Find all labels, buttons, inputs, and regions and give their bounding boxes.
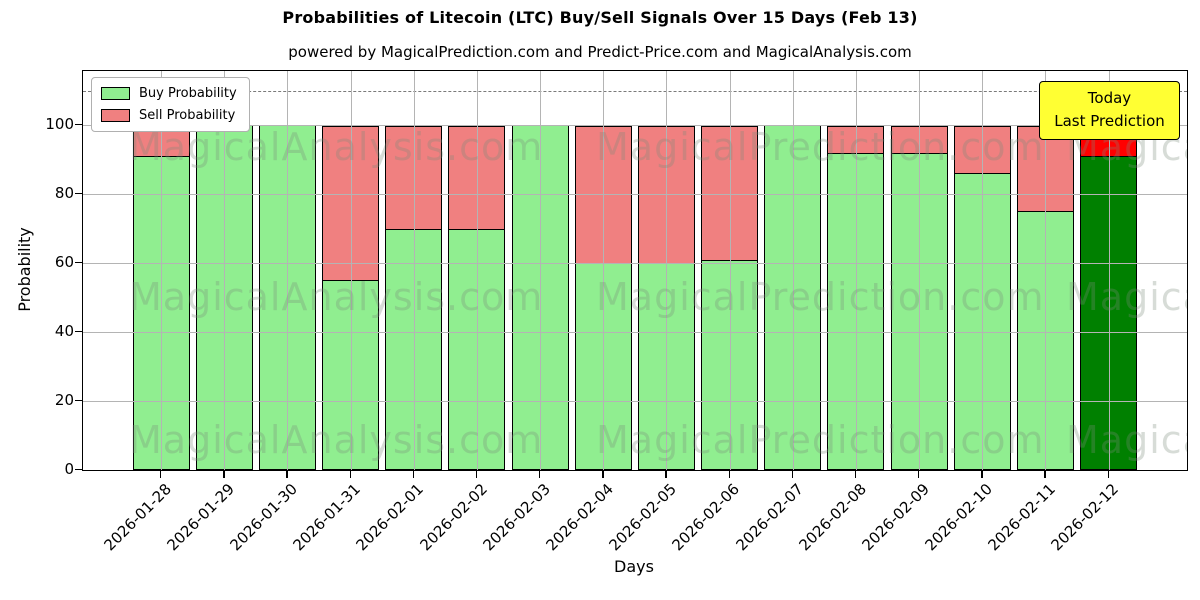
- watermark-text: MagicalAnalysis.com: [1066, 418, 1187, 462]
- v-gridline: [982, 71, 984, 470]
- y-tick: [75, 400, 82, 402]
- y-tick: [75, 193, 82, 195]
- x-tick-label-text: 2026-02-04: [542, 480, 617, 555]
- v-gridline: [287, 71, 289, 470]
- h-gridline: [83, 194, 1187, 195]
- today-annotation: Today Last Prediction: [1039, 81, 1180, 140]
- x-tick-label-text: 2026-02-12: [1047, 480, 1123, 555]
- v-gridline: [161, 71, 162, 470]
- x-tick-label-text: 2026-01-31: [289, 480, 365, 555]
- x-tick-label-text: 2026-02-02: [416, 480, 491, 555]
- x-axis-label: Days: [614, 557, 654, 576]
- chart-subtitle: powered by MagicalPrediction.com and Pre…: [288, 43, 912, 61]
- legend-label-sell: Sell Probability: [139, 108, 236, 123]
- y-tick-label: 20: [54, 391, 74, 409]
- x-tick: [349, 471, 351, 478]
- sell-probability-swatch-icon: [101, 109, 130, 122]
- legend-item-sell: Sell Probability: [101, 108, 237, 123]
- y-tick-label: 80: [54, 184, 74, 202]
- watermark-text: MagicalAnalysis.com: [129, 125, 544, 169]
- x-tick-label-text: 2026-02-06: [668, 480, 744, 555]
- v-gridline: [413, 71, 415, 470]
- v-gridline: [1108, 71, 1110, 470]
- today-annotation-line2: Last Prediction: [1054, 112, 1165, 131]
- watermark-text: MagicalPrediction.com: [596, 275, 1045, 319]
- buy-probability-swatch-icon: [101, 87, 130, 100]
- legend-item-buy: Buy Probability: [101, 86, 237, 101]
- y-tick: [75, 262, 82, 264]
- x-tick-label-text: 2026-02-01: [353, 480, 428, 555]
- x-tick: [160, 471, 162, 478]
- x-tick: [728, 471, 730, 478]
- today-annotation-line1: Today: [1087, 89, 1132, 107]
- x-tick-label-text: 2026-02-08: [795, 480, 870, 555]
- x-tick: [539, 471, 541, 478]
- legend-label-buy: Buy Probability: [139, 86, 237, 101]
- v-gridline: [603, 71, 605, 470]
- y-tick: [75, 124, 82, 126]
- x-tick-label-text: 2026-02-10: [921, 480, 996, 555]
- y-tick-label: 100: [45, 115, 74, 133]
- watermark-text: MagicalPrediction.com: [596, 418, 1045, 462]
- x-tick: [791, 471, 794, 478]
- v-gridline: [1045, 71, 1047, 470]
- x-tick-label-text: 2026-02-05: [605, 480, 681, 555]
- v-gridline: [919, 71, 921, 470]
- watermark-text: MagicalPrediction.com: [596, 125, 1045, 169]
- y-tick-label: 0: [64, 460, 74, 478]
- h-gridline: [83, 263, 1187, 264]
- threshold-dashed-line: [83, 90, 1187, 92]
- x-tick-label-text: 2026-02-07: [732, 480, 807, 555]
- v-gridline: [540, 71, 542, 470]
- x-tick: [602, 471, 604, 478]
- x-tick-label-text: 2026-01-29: [163, 480, 238, 555]
- watermark-text: MagicalAnalysis.com: [1066, 275, 1187, 319]
- x-tick: [286, 471, 288, 478]
- x-tick: [1107, 471, 1109, 478]
- y-tick-label: 60: [54, 253, 74, 271]
- v-gridline: [350, 71, 352, 470]
- x-tick-label-text: 2026-02-11: [984, 480, 1060, 555]
- x-tick: [854, 471, 857, 478]
- y-tick: [75, 469, 82, 471]
- v-gridline: [666, 71, 668, 470]
- v-gridline: [224, 71, 226, 470]
- x-tick: [918, 471, 920, 478]
- x-tick: [665, 471, 667, 478]
- y-tick: [75, 331, 82, 333]
- h-gridline: [83, 332, 1187, 333]
- x-tick: [475, 471, 478, 478]
- v-gridline: [792, 71, 794, 470]
- legend: Buy Probability Sell Probability: [91, 77, 250, 132]
- watermark-text: MagicalAnalysis.com: [129, 418, 544, 462]
- h-gridline: [83, 125, 1187, 126]
- x-tick-label-text: 2026-02-03: [479, 480, 554, 555]
- y-tick-label: 40: [54, 322, 74, 340]
- x-tick-label-text: 2026-01-30: [226, 480, 302, 555]
- v-gridline: [476, 71, 478, 470]
- plot-area: Buy Probability Sell Probability Today L…: [82, 70, 1188, 471]
- v-gridline: [855, 71, 857, 470]
- x-tick: [412, 471, 415, 478]
- x-tick-label-text: 2026-02-09: [858, 480, 933, 555]
- watermark-text: MagicalAnalysis.com: [129, 275, 544, 319]
- x-tick: [223, 471, 225, 478]
- h-gridline: [83, 401, 1187, 402]
- x-tick-label-text: 2026-01-28: [100, 480, 175, 555]
- x-tick: [981, 471, 983, 478]
- chart-title: Probabilities of Litecoin (LTC) Buy/Sell…: [282, 8, 918, 27]
- x-tick: [1044, 471, 1046, 478]
- v-gridline: [729, 71, 731, 470]
